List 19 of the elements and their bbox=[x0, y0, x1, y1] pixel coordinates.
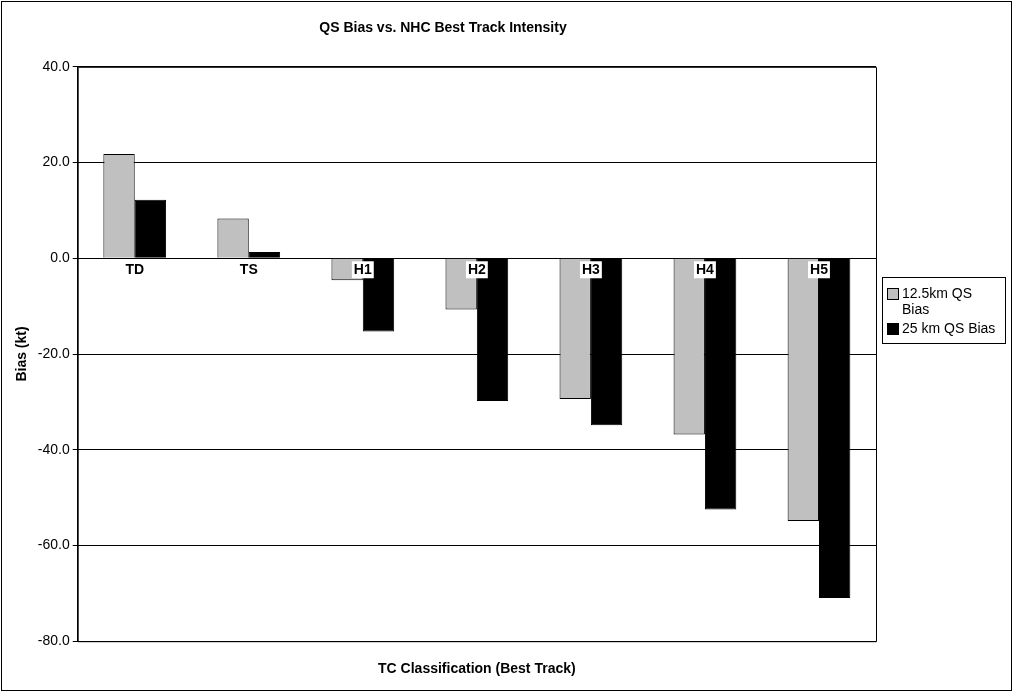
x-axis-title: TC Classification (Best Track) bbox=[378, 660, 576, 677]
y-tick-label: -20.0 bbox=[37, 344, 70, 361]
chart-title: QS Bias vs. NHC Best Track Intensity bbox=[319, 19, 567, 36]
y-tick-label: 20.0 bbox=[42, 153, 70, 170]
x-tick-label: TS bbox=[239, 261, 258, 278]
y-tick-label: 0.0 bbox=[50, 249, 70, 266]
legend-label: 12.5km QS Bias bbox=[902, 285, 974, 317]
y-axis-title: Bias (kt) bbox=[13, 326, 30, 382]
y-tick-label: -60.0 bbox=[37, 536, 70, 553]
y-tick-label: -80.0 bbox=[37, 632, 70, 649]
legend-label: 25 km QS Bias bbox=[902, 320, 996, 336]
x-tick-label: H1 bbox=[353, 261, 372, 278]
x-tick-label: H4 bbox=[695, 261, 715, 278]
y-tick-label: -40.0 bbox=[37, 440, 70, 457]
x-tick-label: H2 bbox=[467, 261, 487, 278]
x-tick-label: H5 bbox=[810, 261, 829, 278]
y-tick-label: 40.0 bbox=[42, 57, 70, 74]
x-tick-label: TD bbox=[125, 261, 145, 278]
x-tick-label: H3 bbox=[581, 261, 601, 278]
